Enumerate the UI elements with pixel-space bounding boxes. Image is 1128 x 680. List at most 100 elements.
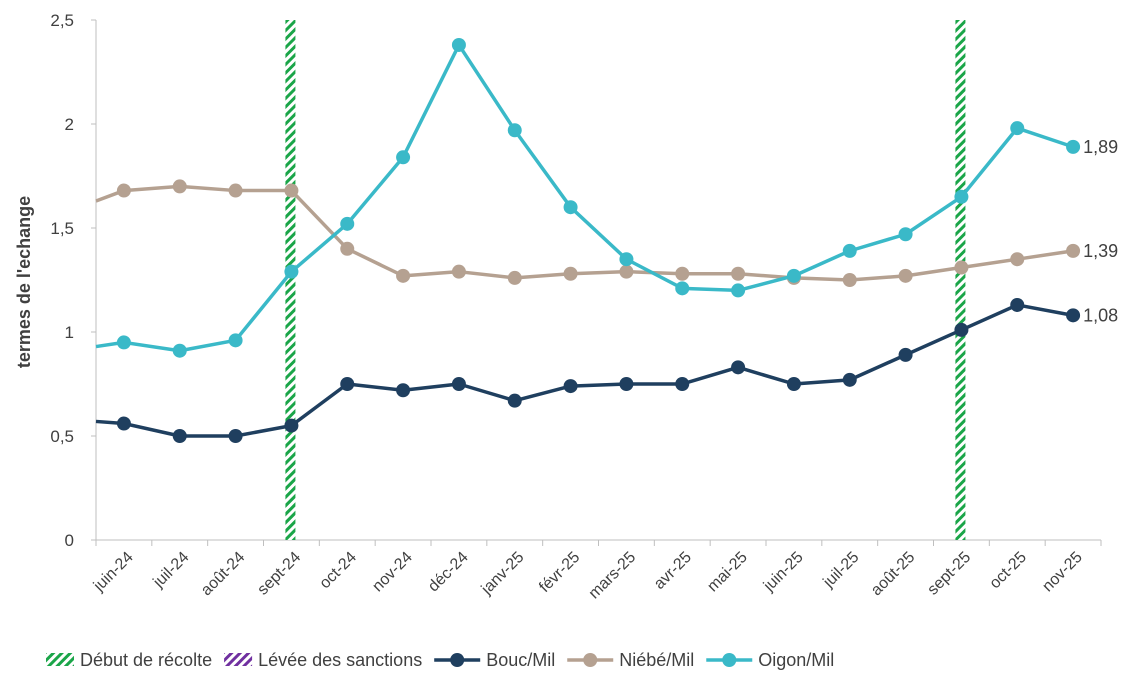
legend-marker xyxy=(583,653,598,667)
data-point xyxy=(898,347,913,362)
data-point xyxy=(954,189,969,204)
x-tick-label: nov-25 xyxy=(1039,549,1086,596)
legend-swatch xyxy=(46,653,74,666)
data-point xyxy=(507,270,522,285)
harvest-marker-bar xyxy=(955,20,966,540)
data-point xyxy=(898,268,913,283)
x-tick-label: déc-24 xyxy=(425,549,472,596)
x-tick-label: févr-25 xyxy=(536,549,583,596)
data-point xyxy=(954,260,969,275)
data-point xyxy=(340,377,355,391)
data-point xyxy=(898,227,913,242)
harvest-marker-bar xyxy=(285,20,296,540)
series-line xyxy=(95,184,1074,282)
data-point xyxy=(284,418,299,433)
data-point xyxy=(731,360,746,375)
x-tick-label: sept-25 xyxy=(924,549,974,599)
y-tick-label: 1 xyxy=(65,323,74,342)
data-point xyxy=(116,183,131,198)
legend-marker xyxy=(450,653,465,667)
legend-label: Oigon/Mil xyxy=(758,650,834,670)
x-tick-label: août-25 xyxy=(868,549,918,599)
data-point xyxy=(172,343,187,358)
data-point xyxy=(507,393,522,408)
legend-label: Début de récolte xyxy=(80,650,212,670)
data-point xyxy=(619,377,634,391)
x-tick-label: juin-25 xyxy=(760,549,807,596)
data-point xyxy=(340,241,355,256)
data-point xyxy=(172,179,187,194)
legend-marker xyxy=(722,653,737,667)
data-point xyxy=(731,283,746,298)
data-point xyxy=(731,266,746,281)
data-point xyxy=(619,252,634,267)
data-point xyxy=(116,335,131,350)
x-tick-label: mars-25 xyxy=(586,549,640,603)
data-point xyxy=(786,377,801,391)
x-tick-label: avr-25 xyxy=(651,549,695,593)
y-tick-label: 2 xyxy=(65,115,74,134)
legend-label: Niébé/Mil xyxy=(619,650,694,670)
data-point xyxy=(396,383,411,398)
data-point xyxy=(563,200,578,215)
data-point xyxy=(228,333,243,348)
data-point xyxy=(451,264,466,279)
data-label: 1,08 xyxy=(1083,305,1118,325)
x-tick-label: août-24 xyxy=(198,549,248,599)
data-point xyxy=(563,266,578,281)
series-line xyxy=(95,303,1074,438)
x-tick-label: mai-25 xyxy=(704,549,751,596)
data-point xyxy=(451,37,466,52)
legend-item: Bouc/Mil xyxy=(434,650,555,670)
data-point xyxy=(284,183,299,198)
x-tick-label: juil-25 xyxy=(820,549,863,592)
x-tick-label: juin-24 xyxy=(90,549,137,596)
x-tick-label: oct-25 xyxy=(987,549,1031,593)
data-point xyxy=(786,268,801,283)
data-point xyxy=(675,281,690,296)
legend-item: Début de récolte xyxy=(46,650,212,670)
x-tick-label: sept-24 xyxy=(254,549,304,599)
data-point xyxy=(1010,252,1025,267)
data-point xyxy=(563,379,578,394)
y-tick-label: 2,5 xyxy=(50,11,74,30)
data-point xyxy=(1010,121,1025,136)
data-point xyxy=(1066,308,1081,323)
data-point xyxy=(842,243,857,258)
data-label: 1,39 xyxy=(1083,241,1118,261)
data-point xyxy=(284,264,299,279)
x-tick-label: juil-24 xyxy=(150,549,193,592)
y-tick-label: 0 xyxy=(65,531,74,550)
y-tick-label: 1,5 xyxy=(50,219,74,238)
data-point xyxy=(396,150,411,165)
data-point xyxy=(340,216,355,231)
legend-label: Bouc/Mil xyxy=(486,650,555,670)
data-point xyxy=(675,377,690,391)
data-point xyxy=(954,322,969,337)
y-axis-label: termes de l'echange xyxy=(14,196,34,368)
legend-item: Niébé/Mil xyxy=(567,650,694,670)
legend: Début de récolte Lévée des sanctions Bouc/… xyxy=(46,650,834,670)
data-point xyxy=(619,264,634,279)
legend-item: Oigon/Mil xyxy=(706,650,834,670)
series-line xyxy=(95,43,1074,353)
data-point xyxy=(1066,243,1081,258)
x-tick-label: janv-25 xyxy=(478,549,528,599)
data-point xyxy=(396,268,411,283)
data-point xyxy=(116,416,131,431)
data-point xyxy=(842,273,857,287)
y-tick-label: 0,5 xyxy=(50,427,74,446)
data-point xyxy=(1066,139,1081,154)
legend-swatch xyxy=(224,653,253,666)
legend-label: Lévée des sanctions xyxy=(258,650,422,670)
data-point xyxy=(507,123,522,138)
data-point xyxy=(675,266,690,281)
data-point xyxy=(172,429,187,443)
data-point xyxy=(451,377,466,391)
data-label: 1,89 xyxy=(1083,137,1118,157)
x-tick-label: nov-24 xyxy=(369,549,416,596)
data-point xyxy=(1010,297,1025,312)
x-tick-label: oct-24 xyxy=(317,549,361,593)
